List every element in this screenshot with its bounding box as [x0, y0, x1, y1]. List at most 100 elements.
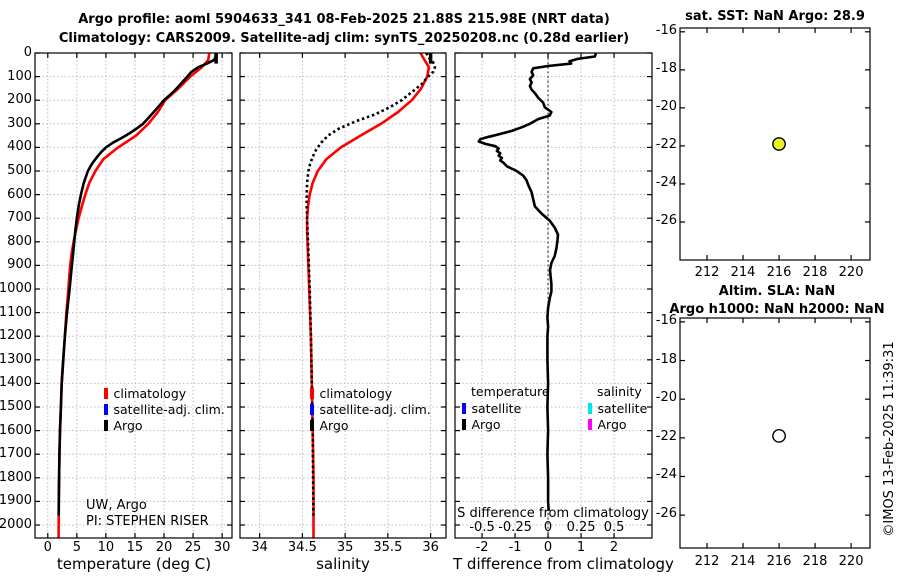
map-y-tick-label: -20 [655, 98, 677, 114]
axes-box [34, 52, 233, 539]
depth-tick-label: 200 [7, 92, 32, 108]
imos-timestamp-watermark: ©IMOS 13-Feb-2025 11:39:31 [882, 341, 897, 537]
depth-tick-label: 1900 [0, 493, 32, 509]
x-tick-label: 35 [336, 540, 354, 555]
depth-tick-label: 500 [7, 163, 32, 178]
x-tick-label: 0 [543, 540, 553, 555]
x-tick-label: 34.5 [287, 540, 317, 555]
legend-item: satellite [588, 400, 647, 416]
legend-marker-icon [310, 403, 314, 415]
map-y-tick-label: -26 [655, 506, 677, 522]
x-tick-label: 30 [213, 540, 231, 555]
legend-item: satellite [462, 400, 550, 416]
temperature-panel-legend: climatology satellite-adj. clim. Argo [104, 385, 225, 433]
legend-item-label: satellite-adj. clim. [319, 401, 431, 417]
legend-item-label: climatology [319, 385, 393, 401]
map-x-tick-label: 212 [694, 265, 720, 280]
x-tick-label: 20 [155, 540, 173, 555]
legend-marker-icon [104, 419, 108, 431]
salinity-panel [239, 52, 447, 539]
difference-panel [454, 52, 653, 539]
map-y-tick-label: -18 [655, 60, 677, 76]
legend-item: climatology [310, 385, 431, 401]
s-difference-tick-label: 0 [543, 520, 553, 535]
s-difference-axis-label: S difference from climatology [457, 506, 649, 521]
map-y-tick-label: -24 [655, 467, 677, 483]
legend-item: Argo [588, 416, 647, 432]
depth-tick-label: 100 [7, 68, 32, 84]
legend-item: Argo [310, 417, 431, 433]
x-tick-label: 25 [184, 540, 202, 555]
legend-marker-icon [310, 387, 314, 399]
depth-tick-label: 1500 [0, 399, 32, 414]
legend-item-label: satellite [597, 400, 648, 416]
map-y-tick-label: -24 [655, 174, 677, 190]
map-y-tick-label: -22 [655, 428, 677, 444]
profile-curve-argo [305, 53, 437, 516]
depth-tick-label: 1100 [0, 304, 32, 320]
depth-tick-label: 1700 [0, 446, 32, 462]
map-y-tick-label: -16 [655, 312, 677, 328]
legend-item: satellite-adj. clim. [310, 401, 431, 417]
depth-tick-label: 600 [7, 186, 32, 202]
sst-map-title: sat. SST: NaN Argo: 28.9 [685, 9, 865, 24]
depth-tick-label: 1600 [0, 422, 32, 438]
depth-tick-label: 1800 [0, 469, 32, 485]
figure-title-line1: Argo profile: aoml 5904633_341 08-Feb-20… [78, 12, 610, 27]
x-tick-label: 10 [97, 540, 115, 555]
sla-map-title-line2: Argo h1000: NaN h2000: NaN [669, 302, 885, 317]
temperature-axis-label: temperature (deg C) [56, 555, 212, 573]
note-line2: PI: STEPHEN RISER [86, 514, 209, 529]
map-x-tick-label: 220 [838, 265, 864, 280]
depth-tick-label: 1300 [0, 351, 32, 367]
pi-attribution-note: UW, Argo PI: STEPHEN RISER [86, 498, 209, 530]
map-y-tick-label: -18 [655, 351, 677, 367]
map-x-tick-label: 218 [802, 265, 828, 280]
salinity-panel-legend: climatology satellite-adj. clim. Argo [310, 385, 431, 433]
legend-item-label: satellite-adj. clim. [113, 401, 225, 417]
x-tick-label: 15 [126, 540, 144, 555]
sla-map-title-line1: Altim. SLA: NaN [718, 284, 836, 299]
map-x-tick-label: 216 [766, 554, 792, 569]
map-y-tick-label: -20 [655, 390, 677, 406]
depth-tick-label: 900 [7, 257, 32, 273]
x-tick-label: 0 [43, 540, 52, 555]
legend-item-label: Argo [113, 417, 143, 433]
difference-legend-temperature: temperature satellite Argo [462, 384, 550, 432]
legend-marker-icon [104, 387, 108, 399]
map-y-tick-label: -22 [655, 136, 677, 152]
sla-map-panel [679, 317, 871, 549]
x-tick-label: 34 [251, 540, 268, 555]
legend-item-label: Argo [597, 416, 627, 432]
profile-curve-argo [57, 53, 217, 516]
x-tick-label: 5 [72, 540, 81, 555]
legend-marker-icon [588, 402, 592, 414]
difference-legend-salinity-heading: salinity [597, 384, 642, 399]
figure-title-line2: Climatology: CARS2009. Satellite-adj cli… [58, 31, 630, 46]
map-x-tick-label: 212 [694, 554, 720, 569]
s-difference-tick-label: -0.5 [469, 520, 495, 535]
depth-tick-label: 1400 [0, 375, 32, 391]
x-tick-label: -2 [475, 540, 489, 555]
axes-box [679, 27, 871, 261]
legend-marker-icon [104, 403, 108, 415]
axes-box [239, 52, 447, 539]
note-line1: UW, Argo [86, 498, 147, 513]
legend-item-label: climatology [113, 385, 187, 401]
map-x-tick-label: 214 [730, 554, 756, 569]
legend-item: climatology [104, 385, 225, 401]
legend-marker-icon [588, 418, 592, 430]
depth-tick-label: 800 [7, 233, 32, 249]
s-difference-tick-label: -0.25 [498, 520, 532, 535]
depth-tick-label: 1200 [0, 328, 32, 344]
map-x-tick-label: 214 [730, 265, 756, 280]
legend-item-label: satellite [471, 400, 522, 416]
depth-tick-label: 400 [7, 139, 32, 155]
map-x-tick-label: 220 [838, 554, 864, 569]
map-y-tick-label: -26 [655, 212, 677, 228]
legend-item-label: Argo [471, 416, 501, 432]
axes-box [454, 52, 653, 539]
profile-curve-climatology [305, 53, 431, 538]
profile-curve-argo-t-minus-climatology [477, 53, 598, 511]
